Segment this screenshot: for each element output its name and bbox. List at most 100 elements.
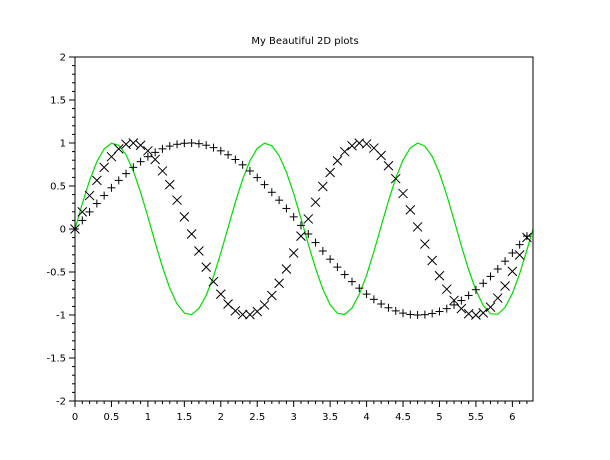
x-tick-label: 3.5 <box>322 412 338 423</box>
x-tick-label: 2 <box>218 412 224 423</box>
x-marker <box>106 151 117 162</box>
plus-marker <box>369 295 378 304</box>
plus-marker <box>238 160 247 169</box>
plus-marker <box>209 143 218 152</box>
x-marker <box>500 281 510 291</box>
plus-marker <box>114 176 123 185</box>
plus-marker <box>202 141 211 150</box>
plus-marker <box>275 196 284 205</box>
x-marker <box>441 284 452 295</box>
plus-marker <box>165 142 174 151</box>
plus-marker <box>384 303 393 312</box>
plus-marker <box>173 140 182 149</box>
plus-marker <box>224 150 233 159</box>
x-marker <box>201 262 212 272</box>
x-tick-label: 1 <box>145 412 151 423</box>
plus-marker <box>522 232 531 241</box>
plus-marker <box>435 307 444 316</box>
x-marker <box>99 162 110 173</box>
x-tick-label: 0 <box>72 412 78 423</box>
x-marker <box>84 190 95 201</box>
x-tick-label: 4 <box>363 412 369 423</box>
x-marker <box>456 303 467 314</box>
x-marker <box>157 166 168 176</box>
plus-marker <box>231 155 240 164</box>
plus-marker <box>100 191 109 200</box>
plus-marker <box>194 139 203 148</box>
chart-title: My Beautiful 2D plots <box>251 36 358 47</box>
x-marker <box>303 214 314 224</box>
plus-marker <box>78 216 87 225</box>
x-marker <box>325 167 335 178</box>
plus-marker <box>413 311 422 319</box>
y-tick-label: -1.5 <box>46 354 66 365</box>
x-marker <box>361 139 372 149</box>
plus-marker <box>479 279 488 288</box>
x-marker <box>237 309 248 320</box>
plus-marker <box>92 199 101 208</box>
x-marker <box>390 173 401 184</box>
plus-marker <box>318 247 327 256</box>
x-marker <box>113 143 124 154</box>
x-marker <box>288 248 299 258</box>
plus-marker <box>391 306 400 315</box>
plus-marker <box>151 148 160 157</box>
x-marker <box>230 306 241 316</box>
plus-marker <box>85 207 94 216</box>
plus-marker <box>136 157 145 166</box>
plus-marker <box>515 240 524 249</box>
x-marker <box>186 229 197 239</box>
plus-marker <box>311 238 320 247</box>
y-tick-label: 2 <box>60 53 66 64</box>
plus-marker <box>420 310 429 319</box>
x-marker <box>92 175 102 186</box>
x-marker <box>398 188 408 199</box>
x-marker <box>266 290 277 301</box>
x-marker <box>252 306 263 317</box>
plot-area <box>70 138 534 320</box>
y-tick-label: -0.5 <box>46 268 66 279</box>
y-tick-label: -2 <box>56 397 66 408</box>
x-marker <box>420 239 430 249</box>
x-marker <box>245 309 255 320</box>
x-tick-label: 5.5 <box>468 412 484 423</box>
x-marker <box>164 179 175 190</box>
plus-marker <box>216 146 225 155</box>
plus-marker <box>282 204 291 213</box>
x-marker <box>77 207 88 217</box>
plus-marker <box>508 248 517 257</box>
plus-marker <box>143 152 152 161</box>
series-line <box>74 142 534 316</box>
x-marker <box>471 310 481 320</box>
y-tick-label: 0 <box>60 225 66 236</box>
x-marker <box>339 146 350 157</box>
x-tick-label: 6 <box>509 412 515 423</box>
x-marker <box>434 270 445 281</box>
x-marker <box>128 138 139 148</box>
x-marker <box>478 307 489 318</box>
plus-marker <box>442 304 451 313</box>
x-marker <box>259 300 270 310</box>
x-marker <box>281 264 292 274</box>
plus-marker <box>464 291 473 300</box>
plus-marker <box>501 257 510 266</box>
x-marker <box>383 160 394 171</box>
plus-marker <box>260 180 269 189</box>
x-marker <box>150 154 161 165</box>
plus-marker <box>180 139 189 148</box>
x-marker <box>317 181 328 192</box>
plus-marker <box>187 139 196 147</box>
x-marker <box>507 266 518 277</box>
plus-marker <box>450 300 459 309</box>
plus-marker <box>304 229 313 238</box>
plus-marker <box>486 272 495 281</box>
x-tick-label: 3 <box>290 412 296 423</box>
plus-marker <box>471 285 480 294</box>
x-marker <box>143 145 153 156</box>
plus-marker <box>428 309 437 318</box>
plus-marker <box>158 144 167 153</box>
plus-marker <box>253 173 262 182</box>
plus-marker <box>296 221 305 230</box>
